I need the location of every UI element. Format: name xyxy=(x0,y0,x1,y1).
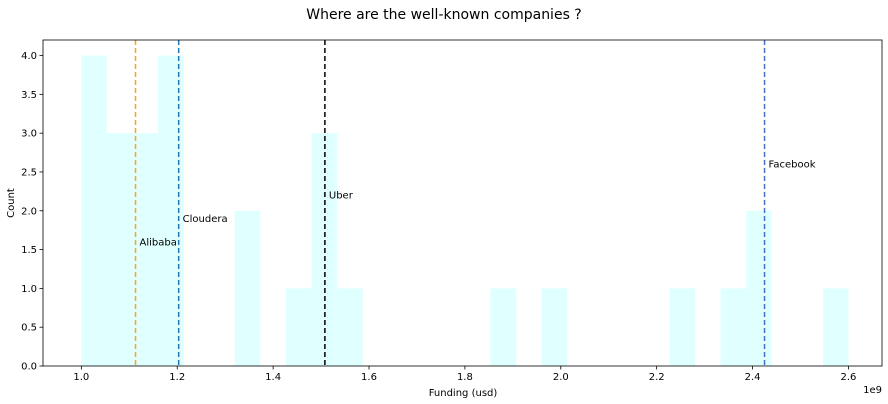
y-tick-label: 0.0 xyxy=(21,362,37,373)
x-tick-label: 2.0 xyxy=(553,372,569,383)
histogram-bar xyxy=(720,288,747,366)
x-axis: 1.0 1.2 1.4 1.6 1.8 2.0 2.2 2.4 2.6 xyxy=(73,366,856,383)
x-axis-label: Funding (usd) xyxy=(429,388,498,399)
x-tick-label: 1.4 xyxy=(265,372,281,383)
histogram-bar xyxy=(823,288,849,366)
y-tick-label: 3.0 xyxy=(21,129,37,140)
histogram-bar xyxy=(106,133,133,366)
markers-group: Alibaba Cloudera Uber Facebook xyxy=(134,40,816,366)
y-tick-label: 2.0 xyxy=(21,206,37,217)
marker-label: Facebook xyxy=(769,160,816,171)
bars-group xyxy=(81,55,849,367)
y-tick-label: 0.5 xyxy=(21,323,37,334)
histogram-bar xyxy=(81,55,107,367)
histogram-bar xyxy=(541,288,568,366)
histogram-bar xyxy=(490,288,517,366)
x-axis-offset-label: 1e9 xyxy=(863,385,882,396)
marker-label: Cloudera xyxy=(183,214,228,225)
x-tick-label: 2.4 xyxy=(745,372,761,383)
histogram-bar xyxy=(286,288,312,366)
histogram-bar xyxy=(132,133,159,366)
plot-frame xyxy=(42,39,883,367)
marker-label: Alibaba xyxy=(140,237,177,248)
histogram-bar xyxy=(234,210,261,366)
y-tick-label: 1.5 xyxy=(21,245,37,256)
histogram-bar xyxy=(746,210,772,366)
histogram-bar xyxy=(336,288,363,366)
histogram-bar xyxy=(669,288,696,366)
x-tick-label: 1.0 xyxy=(73,372,89,383)
y-axis: 0.0 0.5 1.0 1.5 2.0 2.5 3.0 3.5 4.0 xyxy=(21,51,43,373)
marker-label: Uber xyxy=(329,191,354,202)
chart-title: Where are the well-known companies ? xyxy=(306,7,582,23)
y-tick-label: 4.0 xyxy=(21,51,37,62)
x-tick-label: 1.8 xyxy=(457,372,473,383)
x-tick-label: 1.2 xyxy=(169,372,185,383)
x-tick-label: 1.6 xyxy=(361,372,377,383)
histogram-bar xyxy=(158,55,184,367)
y-tick-label: 3.5 xyxy=(21,90,37,101)
x-tick-label: 2.6 xyxy=(840,372,856,383)
y-tick-label: 1.0 xyxy=(21,284,37,295)
y-axis-label: Count xyxy=(6,188,17,218)
y-tick-label: 2.5 xyxy=(21,167,37,178)
x-tick-label: 2.2 xyxy=(649,372,665,383)
